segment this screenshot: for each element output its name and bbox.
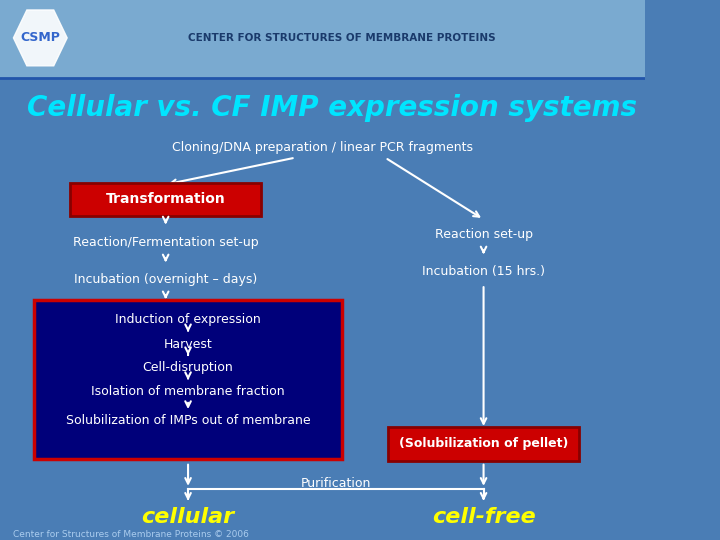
FancyBboxPatch shape: [0, 0, 644, 78]
Text: Cellular vs. CF IMP expression systems: Cellular vs. CF IMP expression systems: [27, 94, 637, 122]
Text: Reaction set-up: Reaction set-up: [435, 228, 533, 241]
Text: Transformation: Transformation: [106, 192, 225, 206]
Text: Purification: Purification: [301, 477, 371, 490]
Text: CENTER FOR STRUCTURES OF MEMBRANE PROTEINS: CENTER FOR STRUCTURES OF MEMBRANE PROTEI…: [188, 33, 495, 43]
Text: Incubation (overnight – days): Incubation (overnight – days): [74, 273, 257, 286]
Text: Isolation of membrane fraction: Isolation of membrane fraction: [91, 386, 285, 399]
Text: Incubation (15 hrs.): Incubation (15 hrs.): [422, 265, 545, 278]
Text: Reaction/Fermentation set-up: Reaction/Fermentation set-up: [73, 236, 258, 249]
Text: cell-free: cell-free: [432, 507, 536, 526]
Text: cellular: cellular: [142, 507, 235, 526]
Text: CSMP: CSMP: [20, 31, 60, 44]
Text: Cell-disruption: Cell-disruption: [143, 361, 233, 374]
Text: Center for Structures of Membrane Proteins © 2006: Center for Structures of Membrane Protei…: [14, 530, 249, 539]
Polygon shape: [14, 10, 67, 66]
Text: (Solubilization of pellet): (Solubilization of pellet): [399, 437, 568, 450]
Text: Harvest: Harvest: [163, 338, 212, 350]
Text: Solubilization of IMPs out of membrane: Solubilization of IMPs out of membrane: [66, 414, 310, 427]
FancyBboxPatch shape: [388, 427, 580, 461]
Text: Induction of expression: Induction of expression: [115, 313, 261, 326]
FancyBboxPatch shape: [34, 300, 342, 459]
Text: Cloning/DNA preparation / linear PCR fragments: Cloning/DNA preparation / linear PCR fra…: [172, 141, 473, 154]
FancyBboxPatch shape: [70, 183, 261, 217]
